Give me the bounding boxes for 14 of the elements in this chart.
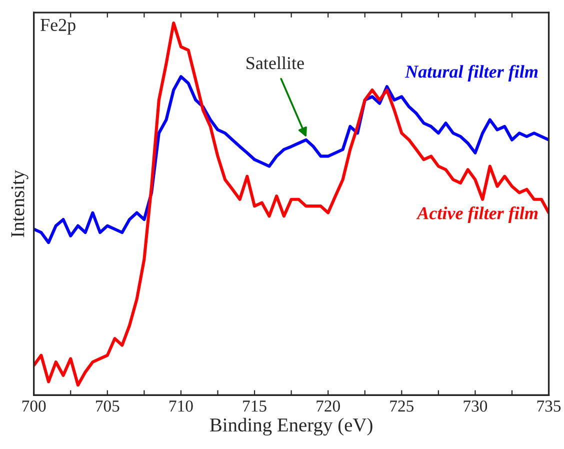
x-tick-label: 700: [22, 400, 46, 412]
x-tick-label: 710: [170, 400, 193, 412]
annotation: Satellite: [246, 56, 304, 70]
x-tick-label: 725: [390, 400, 414, 412]
series-label: Active filter film: [416, 206, 538, 223]
x-tick-label: 720: [316, 400, 340, 412]
x-tick-label: 705: [96, 400, 120, 412]
x-axis-title: Binding Energy (eV): [210, 418, 372, 436]
annotation: Fe2p: [40, 18, 76, 35]
x-tick-label: 735: [537, 400, 561, 412]
y-axis-title: Intensity: [11, 170, 28, 238]
series-label: Natural filter film: [404, 64, 538, 82]
x-tick-label: 730: [464, 400, 488, 412]
x-tick-label: 715: [243, 400, 266, 412]
